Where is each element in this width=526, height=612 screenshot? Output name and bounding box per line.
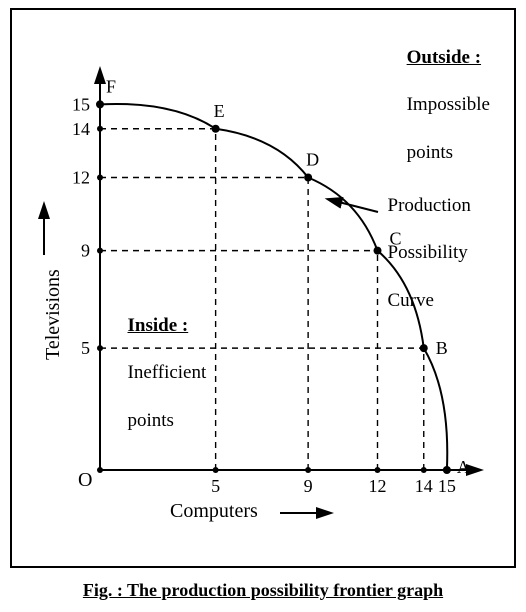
inside-line2: points — [128, 410, 174, 431]
figure-caption: Fig. : The production possibility fronti… — [0, 580, 526, 601]
outside-title: Outside : — [407, 47, 481, 68]
outside-line2: points — [407, 142, 453, 163]
y-axis-label-group: Televisions — [42, 269, 65, 360]
origin-label: O — [78, 468, 92, 493]
x-axis-label: Computers — [170, 500, 258, 522]
inside-line1: Inefficient — [128, 362, 207, 383]
curve-label-l1: Production — [388, 195, 471, 216]
curve-label-l3: Curve — [388, 290, 434, 311]
curve-label: Production Possibility Curve — [378, 170, 471, 313]
curve-label-l2: Possibility — [388, 242, 468, 263]
x-axis-label-group: Computers — [170, 500, 258, 523]
outside-label: Outside : Impossible points — [397, 22, 490, 165]
y-axis-label: Televisions — [42, 269, 64, 360]
outside-line1: Impossible — [407, 94, 490, 115]
inside-label: Inside : Inefficient points — [118, 290, 206, 433]
inside-title: Inside : — [128, 315, 189, 336]
page: { "frame": { "x": 10, "y": 8, "w": 506, … — [0, 0, 526, 612]
